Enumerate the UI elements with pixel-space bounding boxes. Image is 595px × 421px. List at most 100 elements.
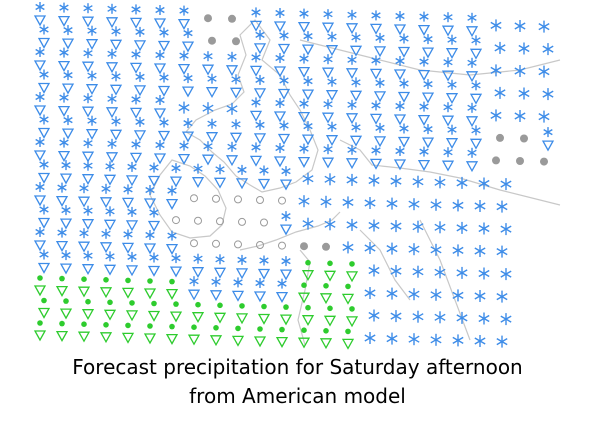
weather-symbol (165, 278, 179, 300)
snow-stroke (39, 206, 49, 213)
shower-triangle (177, 63, 191, 75)
weather-symbol (229, 74, 243, 99)
snow-stroke (430, 201, 442, 209)
snow-stroke (87, 27, 97, 34)
weather-symbol (323, 305, 337, 327)
weather-symbol (345, 9, 359, 35)
shower-triangle (541, 140, 555, 152)
weather-symbol (412, 220, 424, 233)
rain-dot (279, 326, 285, 333)
weather-symbol (273, 8, 287, 33)
rain-dot (169, 278, 175, 285)
snow-stroke (500, 270, 512, 278)
rain-dot (147, 278, 153, 284)
snow-stroke (57, 184, 67, 191)
weather-symbol (143, 278, 157, 300)
clear-circle (194, 216, 202, 225)
shower-triangle (33, 60, 47, 72)
rain-dot (217, 302, 223, 309)
rain-dot (323, 283, 329, 289)
weather-symbol (169, 301, 183, 323)
weather-symbol (319, 283, 333, 305)
shower-triangle (301, 134, 315, 146)
clear-circle (212, 194, 220, 203)
shower-triangle (143, 288, 157, 300)
weather-symbol (275, 326, 289, 348)
weather-symbol (212, 239, 220, 248)
weather-symbol (345, 261, 359, 283)
shower-triangle (121, 242, 135, 254)
shower-triangle (99, 332, 113, 344)
snow-stroke (35, 138, 45, 146)
weather-symbol (57, 137, 71, 162)
snow-stroke (494, 89, 506, 97)
shower-triangle (143, 243, 157, 255)
weather-symbol (165, 323, 179, 345)
snow-stroke (430, 246, 442, 254)
snow-stroke (83, 252, 93, 259)
weather-symbol (279, 256, 293, 281)
snow-stroke (408, 245, 420, 253)
weather-symbol (37, 159, 51, 184)
snow-stroke (61, 251, 71, 259)
shower-triangle (103, 174, 117, 186)
shower-triangle (125, 175, 139, 187)
weather-symbol (369, 10, 383, 35)
shower-triangle (99, 242, 113, 254)
weather-symbol (538, 65, 550, 78)
weather-symbol (234, 240, 242, 249)
weather-symbol (33, 182, 47, 207)
weather-symbol (153, 95, 167, 120)
weather-symbol (393, 101, 407, 126)
shower-triangle (249, 110, 263, 122)
shower-triangle (465, 116, 479, 128)
shower-triangle (57, 15, 71, 27)
snow-stroke (59, 94, 69, 101)
weather-symbol (386, 242, 398, 255)
shower-triangle (187, 289, 201, 301)
weather-symbol (37, 69, 51, 94)
shower-triangle (33, 105, 47, 117)
weather-symbol (253, 29, 267, 55)
shower-triangle (165, 243, 179, 255)
snow-stroke (107, 50, 117, 57)
shower-triangle (181, 41, 195, 53)
rain-dot (323, 328, 329, 334)
snow-stroke (443, 59, 453, 66)
shower-triangle (229, 87, 243, 99)
rain-dot (151, 300, 157, 307)
weather-symbol (99, 277, 113, 299)
weather-symbol (213, 164, 227, 189)
weather-symbol (297, 327, 311, 349)
snow-stroke (281, 257, 291, 265)
rain-dot (107, 299, 113, 306)
weather-symbol (33, 320, 47, 342)
snow-stroke (474, 247, 486, 255)
weather-symbol (253, 119, 267, 145)
snow-stroke (423, 125, 433, 133)
weather-symbol (37, 114, 51, 139)
snow-stroke (467, 59, 477, 66)
shower-triangle (81, 16, 95, 28)
shower-triangle (417, 69, 431, 81)
weather-symbol (277, 120, 291, 145)
weather-symbol (278, 196, 286, 205)
weather-symbol (345, 306, 359, 328)
weather-symbol (386, 197, 398, 210)
snow-stroke (61, 206, 71, 214)
rain-dot (345, 328, 351, 335)
rain-dot (235, 325, 241, 332)
shower-triangle (279, 269, 293, 281)
cloud-dot (300, 242, 308, 251)
shower-triangle (103, 264, 117, 276)
weather-symbol (412, 310, 424, 323)
weather-symbol (430, 198, 442, 211)
snow-stroke (83, 162, 93, 169)
rain-dot (103, 277, 109, 283)
shower-triangle (229, 132, 243, 144)
weather-symbol (393, 146, 407, 171)
shower-triangle (417, 24, 431, 36)
shower-triangle (213, 267, 227, 279)
weather-symbol (81, 138, 95, 163)
shower-triangle (85, 39, 99, 51)
